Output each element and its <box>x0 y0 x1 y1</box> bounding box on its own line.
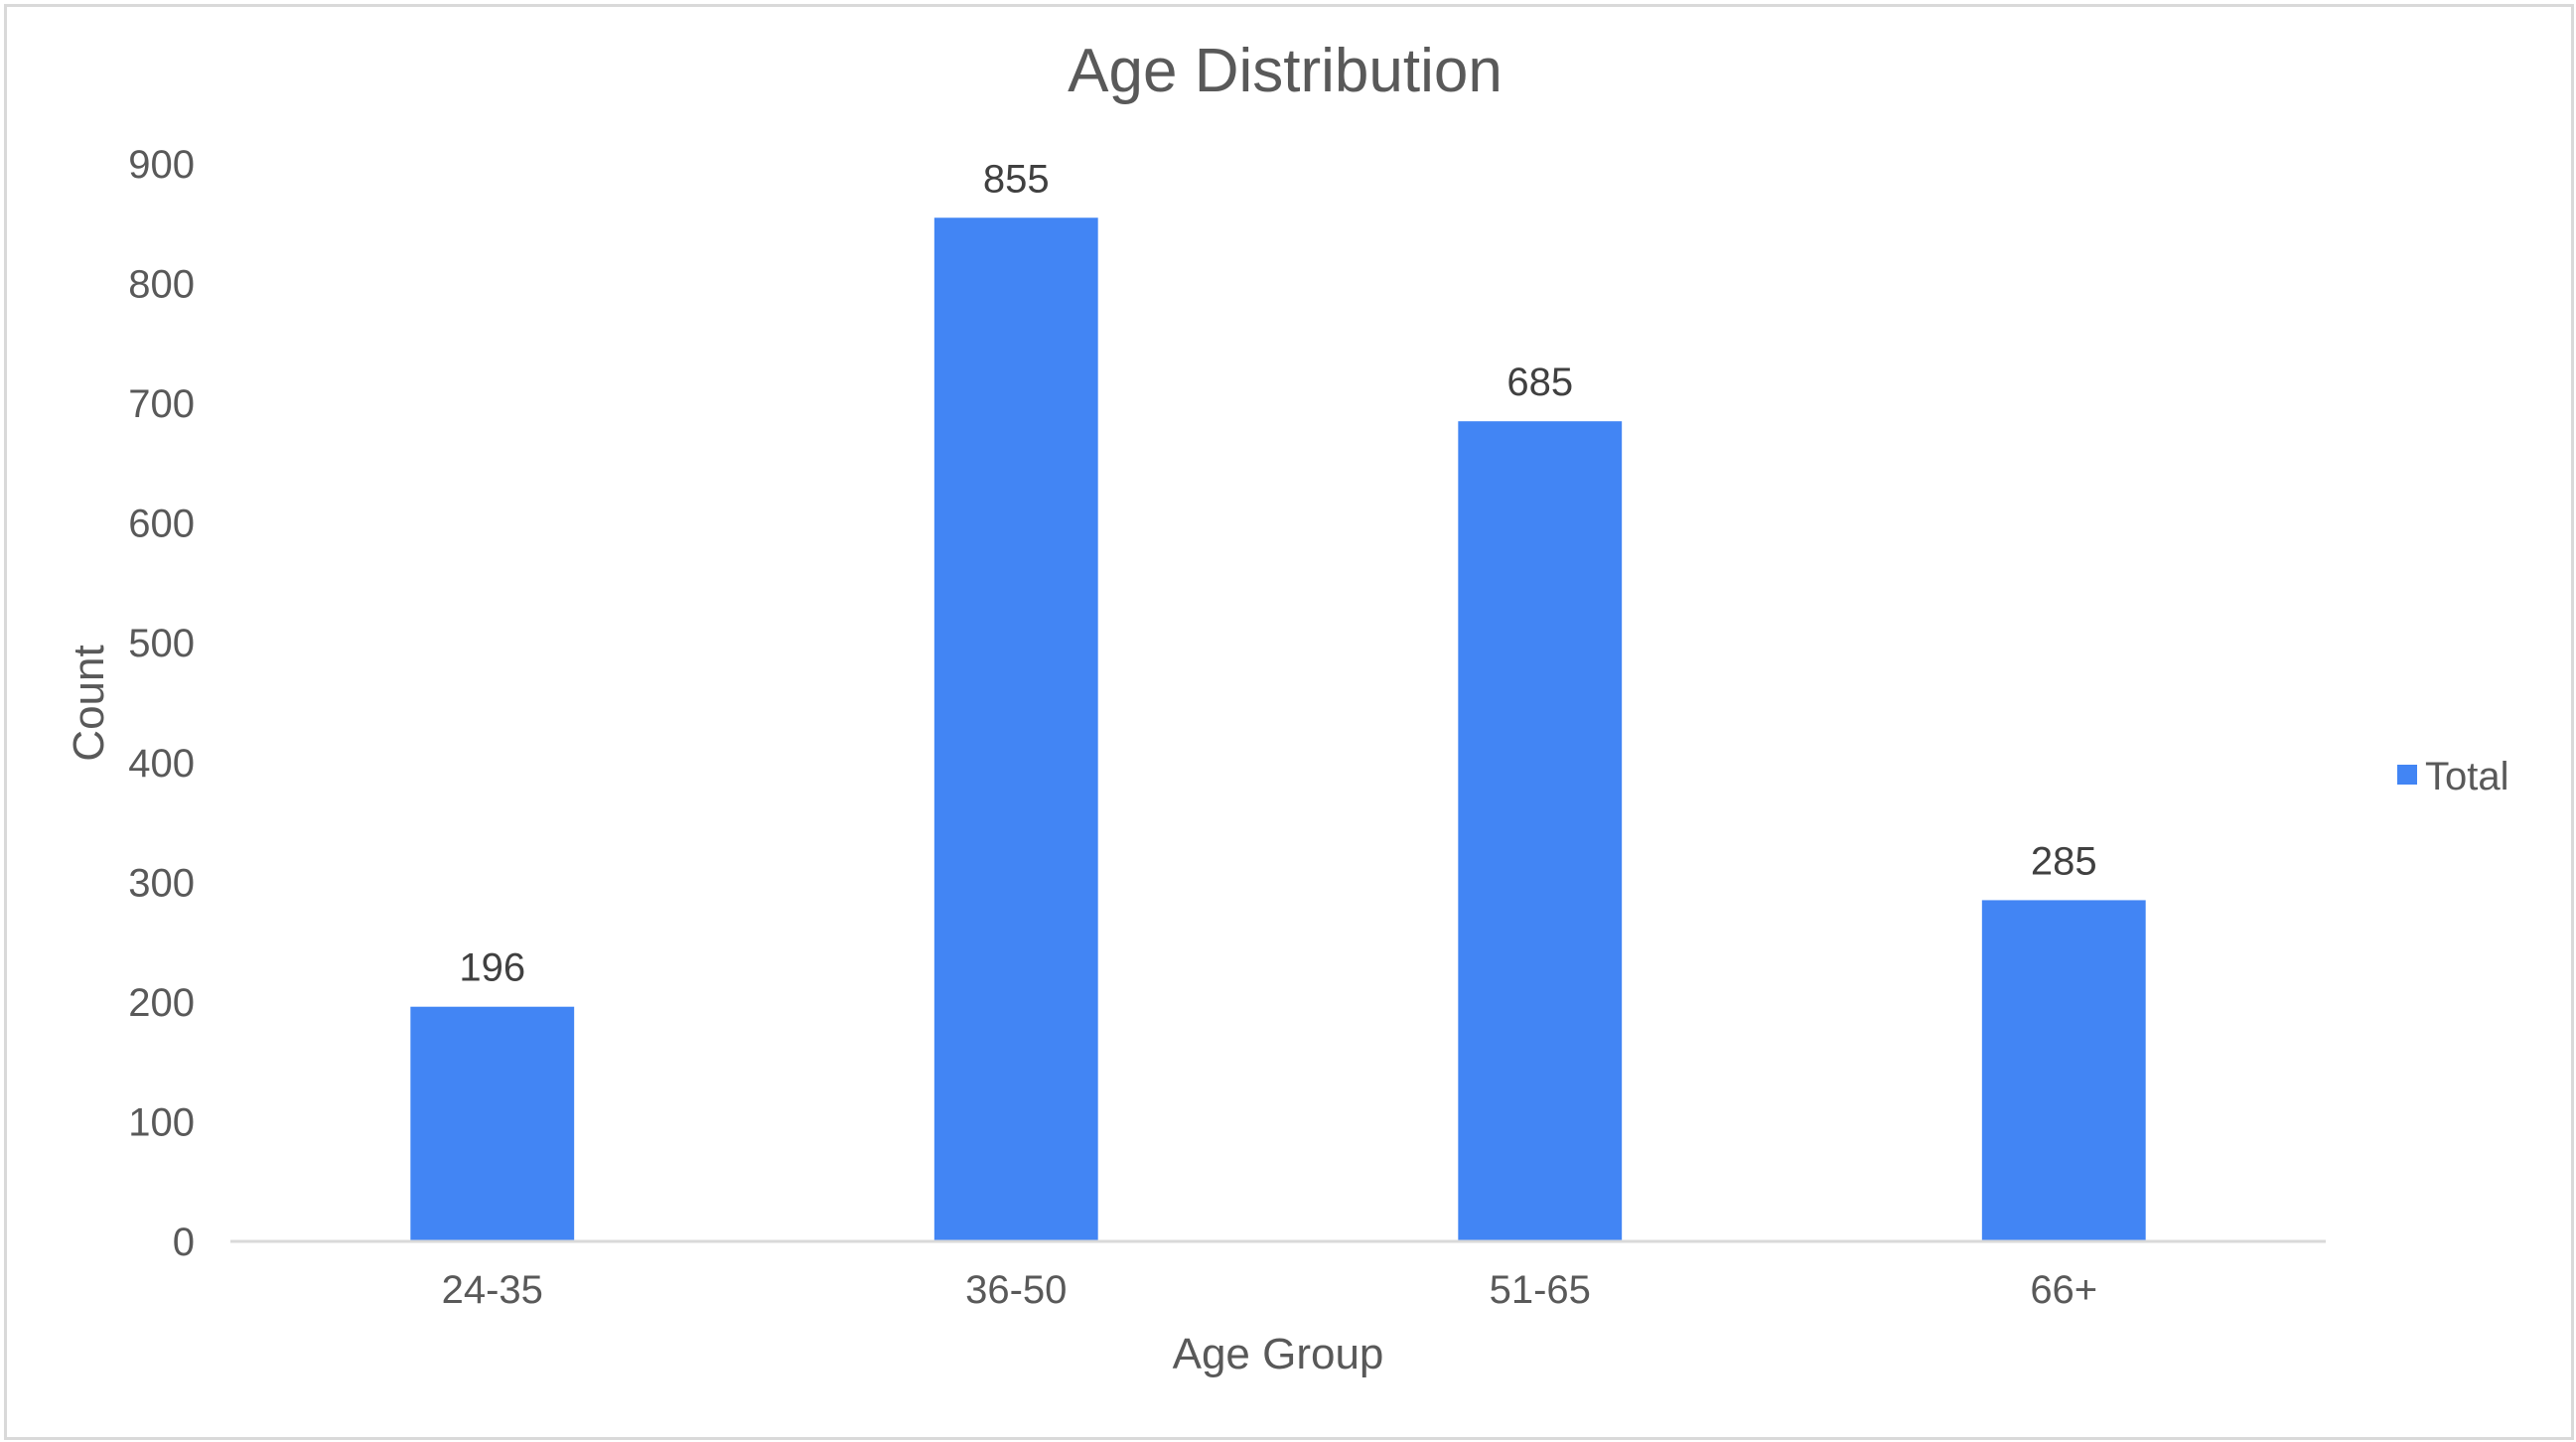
data-label: 685 <box>1506 360 1573 404</box>
legend-label-total: Total <box>2425 755 2509 798</box>
x-tick-label: 36-50 <box>965 1268 1067 1312</box>
x-tick-label: 66+ <box>2030 1268 2097 1312</box>
legend-swatch <box>2397 765 2417 785</box>
y-tick-label: 500 <box>128 622 195 665</box>
y-tick-label: 300 <box>128 861 195 905</box>
x-axis-title: Age Group <box>1173 1330 1384 1378</box>
y-tick-label: 600 <box>128 503 195 546</box>
bar <box>933 217 1098 1241</box>
chart-title: Age Distribution <box>1068 37 1503 105</box>
bar <box>410 1006 575 1241</box>
bar <box>1458 421 1623 1241</box>
y-tick-label: 700 <box>128 382 195 426</box>
x-tick-label: 24-35 <box>442 1268 543 1312</box>
y-tick-label: 800 <box>128 263 195 307</box>
legend: Total <box>2397 755 2509 798</box>
bars <box>410 217 2146 1241</box>
y-tick-label: 200 <box>128 981 195 1025</box>
data-label: 855 <box>983 157 1050 201</box>
data-label: 285 <box>2031 839 2097 883</box>
data-labels: 196 855 685 285 <box>459 157 2096 989</box>
x-tick-label: 51-65 <box>1490 1268 1591 1312</box>
y-tick-label: 900 <box>128 143 195 187</box>
x-axis-ticks: 24-35 36-50 51-65 66+ <box>442 1268 2098 1312</box>
y-axis-title: Count <box>65 645 113 761</box>
y-tick-label: 0 <box>173 1221 195 1264</box>
bar <box>1981 900 2146 1241</box>
y-tick-label: 400 <box>128 742 195 786</box>
y-tick-label: 100 <box>128 1100 195 1144</box>
data-label: 196 <box>459 946 525 990</box>
y-axis-ticks: 0 100 200 300 400 500 600 700 800 900 <box>128 143 195 1264</box>
